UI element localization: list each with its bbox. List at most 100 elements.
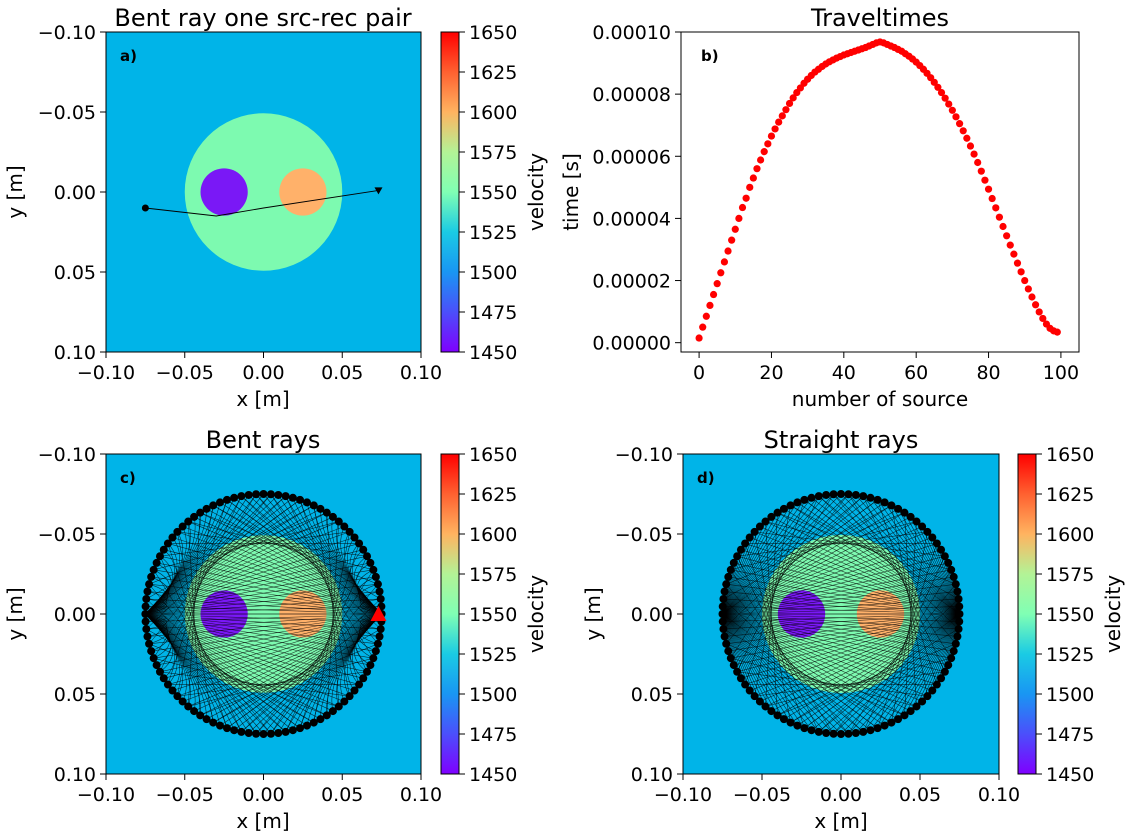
panel-d-ray <box>884 502 960 615</box>
panel-c-colorbar-tick-label: 1500 <box>469 684 517 706</box>
panel-d-xtick-label: 0.10 <box>978 784 1020 806</box>
panel-c-ray <box>145 613 382 622</box>
panel-d-transducer-point <box>720 587 729 596</box>
panel-c-transducer-point <box>376 594 385 603</box>
panel-d-transducer-point <box>953 587 962 596</box>
panel-a-colorbar-tick-label: 1500 <box>469 262 517 284</box>
panel-d-transducer-point <box>814 492 823 501</box>
panel-c-ray <box>145 497 294 615</box>
panel-d-ray <box>722 508 785 615</box>
panel-d-ray <box>877 499 938 685</box>
panel-c-ray <box>145 543 178 615</box>
panel-d-ray <box>730 657 917 707</box>
panel-d-ray <box>730 521 917 571</box>
panel-c-transducer-point <box>296 495 305 504</box>
panel-d-ytick-label: −0.10 <box>615 444 673 466</box>
panel-d-colorbar-tick-label: 1475 <box>1046 724 1094 746</box>
panel-d-ray <box>765 521 960 615</box>
panel-c-xtick-label: −0.10 <box>77 784 135 806</box>
panel-c-transducer-point <box>366 558 375 567</box>
panel-c-ray <box>233 497 382 615</box>
panel-c-transducer-point <box>143 587 152 596</box>
panel-d-ray <box>722 512 778 615</box>
panel-c-transducer-point <box>222 495 231 504</box>
panel-a-xtick-label: 0.05 <box>321 362 363 384</box>
panel-d-ray <box>884 613 960 726</box>
panel-c-ray <box>146 505 314 600</box>
panel-d-transducer-point <box>718 617 727 626</box>
panel-d-ray <box>722 613 885 726</box>
panel-d-ray <box>722 502 798 615</box>
panel-c-transducer-point <box>302 721 311 730</box>
panel-d-transducer-point <box>736 674 745 683</box>
panel-d-ray <box>927 613 960 697</box>
panel-c-ray <box>153 569 257 734</box>
panel-d-transducer-point <box>923 692 932 701</box>
panel-b-data-point <box>717 269 725 277</box>
panel-c-ray <box>326 512 340 707</box>
panel-d-xtick-label: −0.05 <box>733 784 791 806</box>
panel-b-data-point <box>1028 293 1036 301</box>
panel-b-data-point <box>771 125 779 133</box>
panel-b-ytick-label: 0.00000 <box>592 333 671 355</box>
panel-c-ray <box>241 495 382 615</box>
panel-c-transducer-point <box>230 493 239 502</box>
panel-d-transducer-point <box>866 493 875 502</box>
panel-c-ray <box>145 576 169 615</box>
panel-d-colorbar-tick-label: 1550 <box>1046 604 1094 626</box>
panel-c-transducer-point <box>340 697 349 706</box>
panel-c-ray <box>177 531 214 723</box>
panel-c-ray <box>153 657 339 707</box>
panel-d-transducer-point <box>851 490 860 499</box>
panel-d-ray <box>726 512 905 585</box>
panel-c-transducer-point <box>373 639 382 648</box>
panel-d-ytick-label: 0.00 <box>631 604 673 626</box>
panel-b-data-point <box>1021 276 1029 285</box>
panel-d-transducer-point <box>851 729 860 738</box>
panel-b-data-point <box>767 132 776 140</box>
panel-c-transducer-point <box>371 647 380 656</box>
panel-c-label: c) <box>120 469 136 487</box>
panel-d-transducer-point <box>918 697 927 706</box>
panel-c-ray <box>146 628 314 723</box>
panel-c-colorbar-label: velocity <box>524 575 548 653</box>
panel-c-ray <box>270 494 374 659</box>
panel-b-data-point <box>941 94 949 102</box>
panel-b-ytick-label: 0.00002 <box>592 271 671 293</box>
panel-c-transducer-point <box>141 602 150 611</box>
panel-c-ray <box>149 613 382 645</box>
panel-c-transducer-point <box>173 527 182 536</box>
panel-d-transducer-point <box>844 729 853 738</box>
panel-d-transducer-point <box>859 727 868 736</box>
panel-c-transducer-point <box>230 726 239 735</box>
panel-d-ray <box>862 495 960 615</box>
panel-c-transducer-point <box>309 718 318 727</box>
panel-d-transducer-point <box>955 617 964 626</box>
panel-c-ray <box>241 495 381 630</box>
panel-c-ray <box>206 508 382 615</box>
panel-c-transducer-point <box>366 661 375 670</box>
panel-a-large-circle <box>184 113 343 271</box>
panel-d-xtick-label: 0.05 <box>899 784 941 806</box>
panel-d-transducer-point <box>906 512 915 521</box>
panel-d-ray <box>862 613 960 733</box>
panel-a-colorbar-tick-label: 1550 <box>469 182 517 204</box>
panel-c-transducer-point <box>359 674 368 683</box>
panel-c-transducer-point <box>274 729 283 738</box>
panel-b-ylabel: time [s] <box>559 153 583 231</box>
panel-c-ray <box>145 613 242 733</box>
panel-d-transducer-point <box>880 498 889 507</box>
panel-d-ray <box>833 494 960 615</box>
panel-a-colorbar-tick-label: 1475 <box>469 302 517 324</box>
panel-d-ray <box>722 613 755 697</box>
panel-d-transducer-point <box>944 558 953 567</box>
panel-c-transducer-point <box>237 492 246 501</box>
panel-c-transducer-point <box>259 730 268 738</box>
panel-d-transducer-point <box>951 580 960 589</box>
panel-d-transducer-point <box>720 632 729 641</box>
panel-c-ray <box>177 671 368 697</box>
panel-c-transducer-point <box>328 512 337 521</box>
panel-c-ray <box>145 613 339 707</box>
panel-c-ray <box>146 598 382 615</box>
panel-a-source-point <box>141 204 149 212</box>
